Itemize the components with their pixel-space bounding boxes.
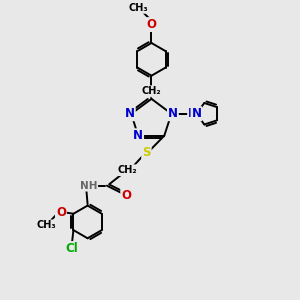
Text: O: O <box>56 206 66 219</box>
Text: Cl: Cl <box>66 242 78 255</box>
Text: N: N <box>188 107 198 120</box>
Text: N: N <box>125 107 135 120</box>
Text: N: N <box>133 129 143 142</box>
Text: CH₂: CH₂ <box>118 165 137 175</box>
Text: O: O <box>146 18 157 31</box>
Text: CH₃: CH₃ <box>36 220 56 230</box>
Text: CH₃: CH₃ <box>128 3 148 13</box>
Text: N: N <box>191 107 202 120</box>
Text: CH₂: CH₂ <box>142 86 161 96</box>
Text: O: O <box>121 189 131 202</box>
Text: N: N <box>168 107 178 120</box>
Text: NH: NH <box>80 181 97 191</box>
Text: S: S <box>142 146 151 160</box>
